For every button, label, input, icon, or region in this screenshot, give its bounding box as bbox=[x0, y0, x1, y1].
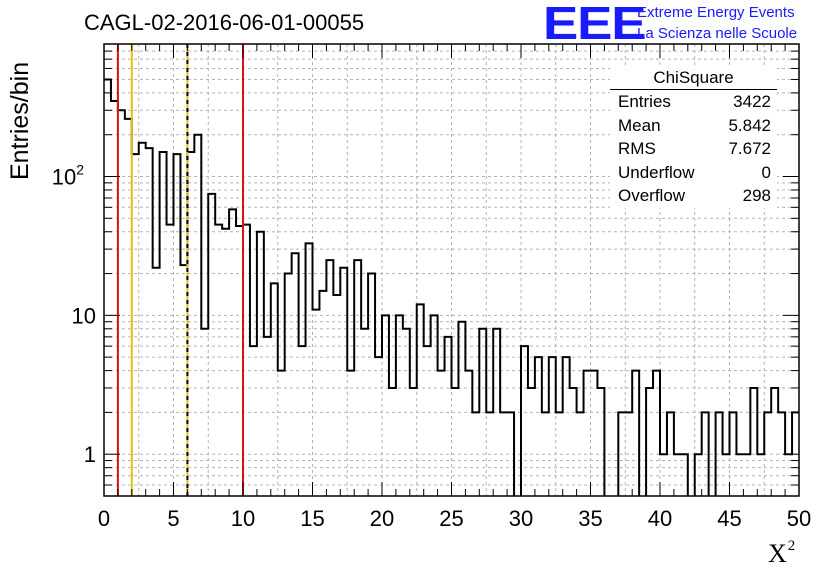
x-tick-label: 15 bbox=[300, 506, 324, 531]
stats-label: Mean bbox=[618, 115, 661, 135]
page-title: CAGL-02-2016-06-01-00055 bbox=[84, 10, 365, 35]
x-tick-label: 20 bbox=[370, 506, 394, 531]
x-tick-label: 40 bbox=[648, 506, 672, 531]
stats-label: RMS bbox=[618, 139, 656, 158]
histogram-line bbox=[104, 78, 799, 496]
stats-box: ChiSquare Entries 3422 Mean 5.842 RMS 7.… bbox=[610, 67, 777, 208]
stats-row: Entries 3422 bbox=[610, 90, 777, 114]
logo-text-line2: La Scienza nelle Scuole bbox=[637, 25, 798, 42]
stats-value: 7.672 bbox=[728, 139, 771, 158]
grid-lines bbox=[104, 43, 799, 497]
x-tick-label: 50 bbox=[787, 506, 811, 531]
x-tick-label: 5 bbox=[167, 506, 179, 531]
logo-text-line1: Extreme Energy Events bbox=[637, 4, 795, 21]
x-tick-label: 0 bbox=[98, 506, 110, 531]
threshold-lines bbox=[116, 44, 244, 496]
stats-label: Underflow bbox=[618, 162, 695, 182]
y-tick-label-base: 1 bbox=[84, 442, 96, 467]
y-tick-label: 10 bbox=[72, 303, 96, 328]
stats-row: Underflow 0 bbox=[610, 161, 777, 185]
x-tick-label: 45 bbox=[717, 506, 741, 531]
x-axis-label-base: X bbox=[768, 539, 787, 568]
stats-row: Mean 5.842 bbox=[610, 114, 777, 138]
eee-logo: EEE bbox=[543, 0, 647, 49]
x-tick-label: 35 bbox=[578, 506, 602, 531]
histogram bbox=[104, 78, 799, 496]
x-axis-label: X2 bbox=[768, 538, 795, 569]
stats-value: 5.842 bbox=[728, 115, 771, 135]
stats-value: 3422 bbox=[733, 92, 771, 111]
x-tick-label: 25 bbox=[439, 506, 463, 531]
stats-row: Overflow 298 bbox=[610, 184, 777, 208]
y-axis-label: Entries/bin bbox=[6, 61, 34, 180]
x-tick-label: 30 bbox=[509, 506, 533, 531]
stats-row: RMS 7.672 bbox=[610, 137, 777, 161]
y-tick-label: 102 bbox=[52, 161, 84, 189]
stats-title: ChiSquare bbox=[610, 67, 777, 90]
y-tick-label-superscript: 2 bbox=[76, 161, 84, 177]
y-tick-label-base: 10 bbox=[52, 164, 76, 189]
x-tick-label: 10 bbox=[231, 506, 255, 531]
y-tick-label-base: 10 bbox=[72, 303, 96, 328]
stats-label: Overflow bbox=[618, 186, 686, 205]
x-axis-label-superscript: 2 bbox=[787, 538, 796, 554]
y-tick-label: 1 bbox=[84, 442, 96, 467]
stats-value: 0 bbox=[761, 162, 771, 182]
stats-value: 298 bbox=[742, 186, 771, 205]
stats-label: Entries bbox=[618, 92, 671, 111]
